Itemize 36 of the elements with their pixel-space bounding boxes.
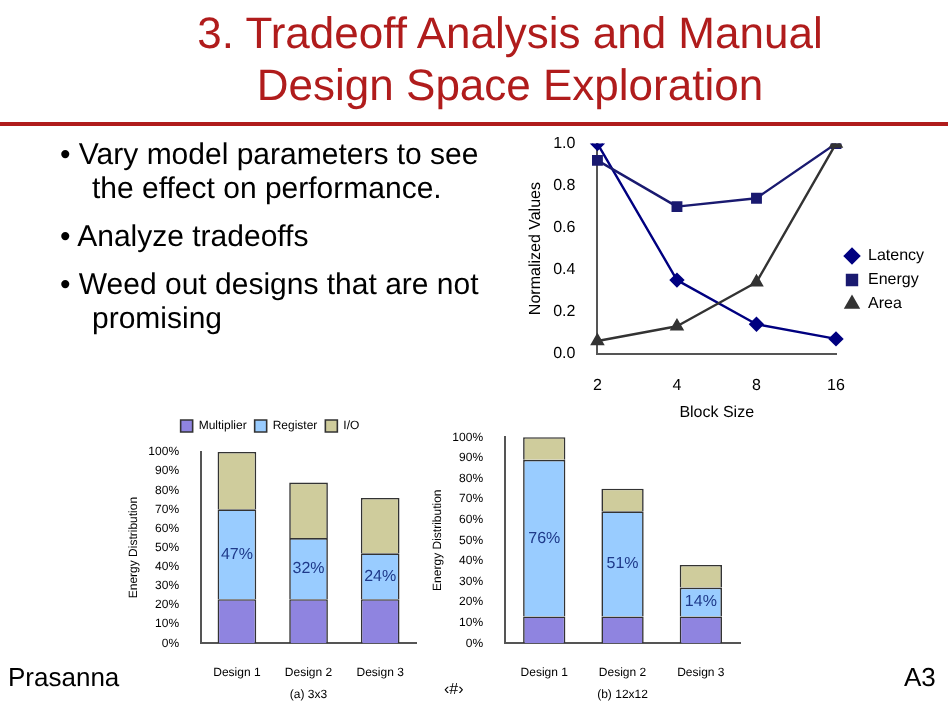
y-tick-label: 0.6 [553,218,577,237]
data-label: 24% [364,566,397,585]
text: • Analyze tradeoffs [60,220,311,254]
y-tick-label: 1.0 [553,134,577,153]
y-tick-label: 0.0 [553,344,577,363]
x-tick-label: 16 [827,375,846,394]
y-axis-title: Normalized Values [526,182,545,316]
x-axis-title: Block Size [679,402,756,421]
point [669,272,685,288]
legend-label: Energy [868,270,919,289]
point [828,331,844,347]
point [751,192,762,204]
data-label: 32% [292,559,325,578]
text: • Vary model parameters to see the effect on performance. [60,138,481,206]
text: 3. Tradeoff Analysis and Manual Design Space Exploration [195,8,825,112]
point [592,154,603,166]
x-tick-label: 4 [672,375,683,394]
y-tick-label: 0.8 [553,176,577,195]
data-label: 47% [220,544,253,563]
y-tick-label: 0.2 [553,302,577,321]
legend-label: Latency [868,246,925,265]
text: ‹#› [444,680,464,698]
text: Prasanna [8,662,120,692]
text: • Weed out designs that are not promising [60,268,481,336]
data-label: 76% [528,528,561,547]
x-tick-label: 2 [592,375,603,394]
x-tick-label: 8 [752,375,763,394]
point [591,333,604,346]
y-tick-label: 0.4 [553,260,577,279]
text: A3 [904,662,936,692]
legend-label: Area [868,294,903,313]
data-label: 51% [606,554,639,573]
point [749,317,764,332]
point [671,201,683,213]
data-label: 14% [684,592,717,611]
point [670,319,684,331]
